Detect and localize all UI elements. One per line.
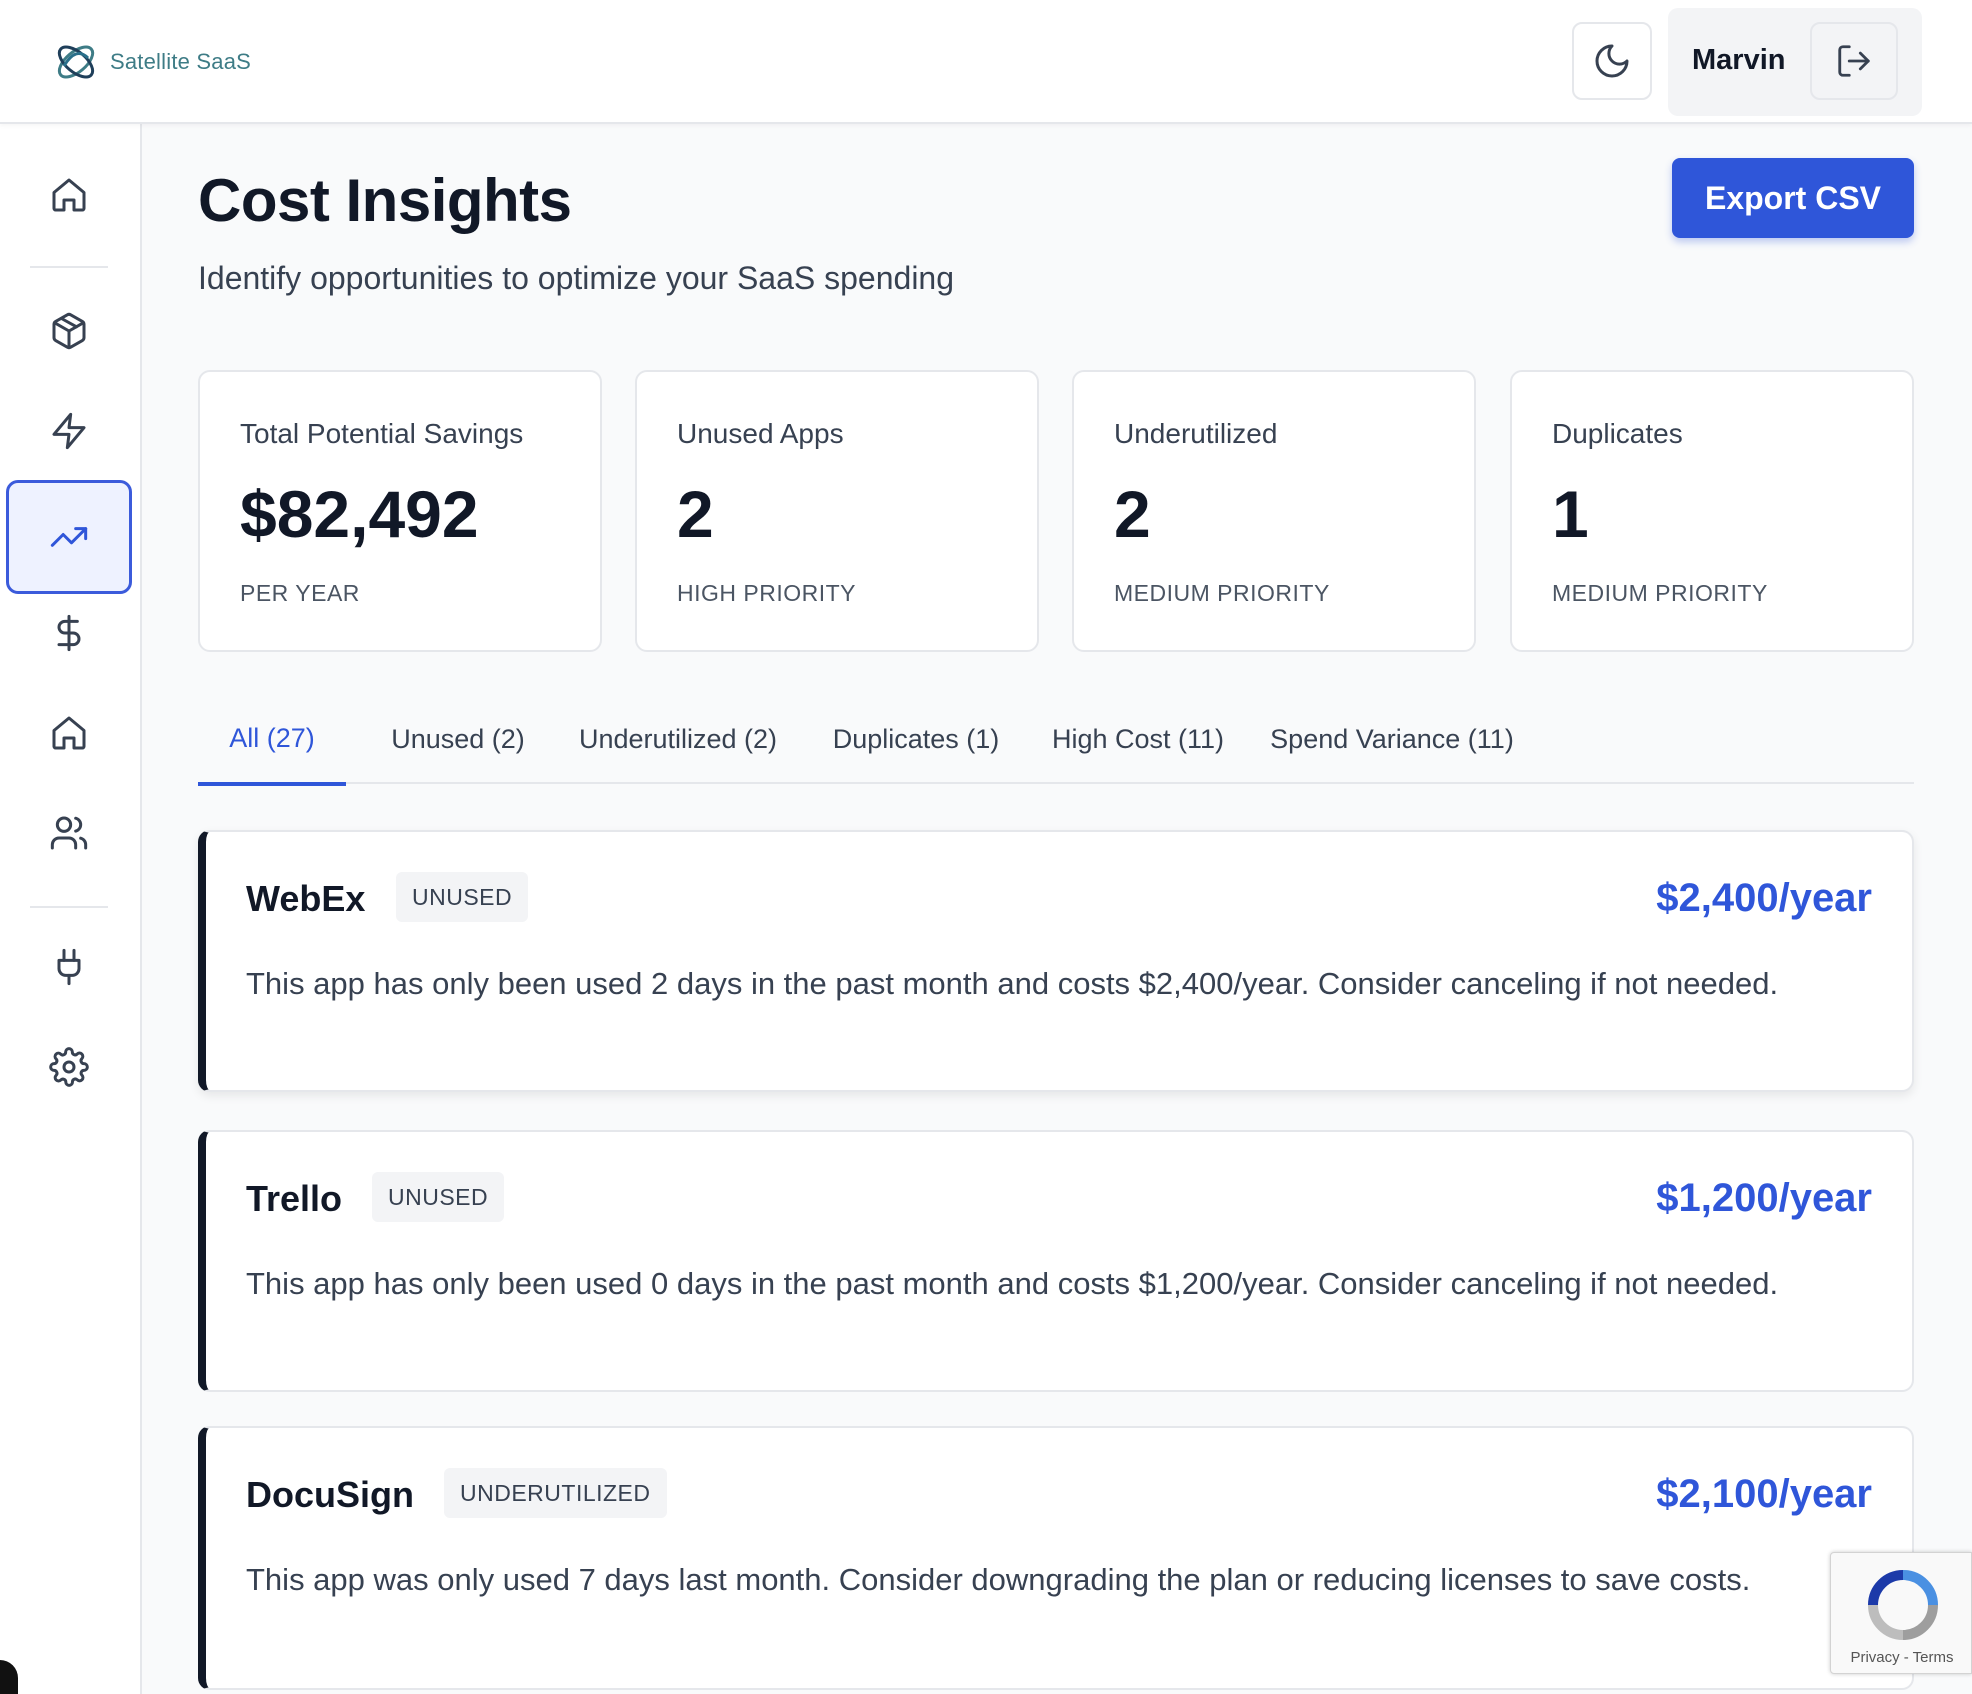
insight-cost: $2,400/year [1656, 876, 1872, 920]
sidebar-divider [30, 906, 108, 908]
sidebar-item-apps[interactable] [6, 290, 132, 372]
logout-icon [1838, 45, 1870, 77]
stat-label: Total Potential Savings [240, 418, 524, 449]
stat-sub: MEDIUM PRIORITY [1552, 580, 1768, 606]
logout-button[interactable] [1810, 22, 1898, 100]
lightning-icon [52, 412, 86, 450]
stat-label: Duplicates [1552, 418, 1683, 449]
satellite-logo-icon [57, 45, 95, 79]
main-content: Cost Insights Identify opportunities to … [142, 124, 1972, 1694]
tab-unused[interactable]: Unused (2) [391, 723, 525, 754]
stat-card-unused-apps: Unused Apps 2 HIGH PRIORITY [635, 370, 1039, 652]
theme-toggle-button[interactable] [1572, 22, 1652, 100]
sidebar-item-integrations[interactable] [6, 926, 132, 1008]
stat-card-duplicates: Duplicates 1 MEDIUM PRIORITY [1510, 370, 1914, 652]
user-menu: Marvin [1668, 8, 1922, 116]
window-corner [0, 1660, 18, 1694]
dollar-icon [57, 614, 81, 652]
insight-cost: $2,100/year [1656, 1472, 1872, 1516]
sidebar-item-home-2[interactable] [6, 692, 132, 774]
insight-card[interactable]: WebEx UNUSED $2,400/year This app has on… [198, 830, 1914, 1092]
insight-app-name: DocuSign [246, 1474, 414, 1515]
insight-app-name: Trello [246, 1178, 343, 1219]
stat-value: 1 [1552, 477, 1589, 551]
page-title: Cost Insights [198, 167, 572, 234]
recaptcha-links[interactable]: Privacy - Terms [1850, 1649, 1954, 1666]
brand-name: Satellite SaaS [110, 49, 251, 74]
sidebar-item-cost-insights[interactable] [6, 480, 132, 594]
tab-high-cost[interactable]: High Cost (11) [1051, 723, 1225, 754]
stat-card-total-savings: Total Potential Savings $82,492 PER YEAR [198, 370, 602, 652]
insight-badge: UNUSED [372, 1172, 505, 1222]
stat-sub: HIGH PRIORITY [677, 580, 857, 606]
stat-value: $82,492 [240, 477, 479, 551]
tab-duplicates[interactable]: Duplicates (1) [832, 723, 1000, 754]
sidebar-item-users[interactable] [6, 792, 132, 874]
recaptcha-badge[interactable]: Privacy - Terms [1830, 1552, 1972, 1674]
stat-value: 2 [1114, 477, 1151, 551]
brand-logo[interactable]: Satellite SaaS [50, 36, 251, 88]
sidebar [0, 124, 142, 1694]
trending-up-icon [50, 527, 88, 547]
sidebar-item-activity[interactable] [6, 390, 132, 472]
insight-card[interactable]: DocuSign UNDERUTILIZED $2,100/year This … [198, 1426, 1914, 1690]
filter-tabs: All (27) Unused (2) Underutilized (2) Du… [198, 694, 1914, 786]
stat-sub: PER YEAR [240, 580, 360, 606]
plug-icon [57, 948, 81, 986]
insight-cost: $1,200/year [1656, 1176, 1872, 1220]
stat-label: Underutilized [1114, 418, 1278, 449]
gear-icon [49, 1047, 89, 1087]
page-subtitle: Identify opportunities to optimize your … [198, 260, 955, 296]
insight-app-name: WebEx [246, 878, 366, 919]
tab-all[interactable]: All (27) [198, 694, 346, 786]
insight-badge: UNUSED [396, 872, 529, 922]
tab-underutilized[interactable]: Underutilized (2) [578, 723, 778, 754]
stat-label: Unused Apps [677, 418, 844, 449]
stat-value: 2 [677, 477, 714, 551]
home-icon [52, 178, 86, 212]
package-icon [52, 312, 86, 350]
sidebar-divider [30, 266, 108, 268]
insight-card[interactable]: Trello UNUSED $1,200/year This app has o… [198, 1130, 1914, 1392]
recaptcha-icon [1868, 1570, 1938, 1640]
moon-icon [1595, 44, 1629, 78]
tab-spend-variance[interactable]: Spend Variance (11) [1270, 723, 1514, 754]
sidebar-item-settings[interactable] [6, 1026, 132, 1108]
sidebar-item-home[interactable] [6, 154, 132, 236]
sidebar-item-spend[interactable] [6, 592, 132, 674]
home-icon [52, 716, 86, 750]
insight-description: This app was only used 7 days last month… [246, 1562, 1751, 1597]
users-icon [50, 816, 88, 850]
insight-badge: UNDERUTILIZED [444, 1468, 667, 1518]
insight-description: This app has only been used 0 days in th… [246, 1266, 1779, 1301]
user-name: Marvin [1692, 44, 1786, 76]
stat-sub: MEDIUM PRIORITY [1114, 580, 1330, 606]
insight-description: This app has only been used 2 days in th… [246, 966, 1779, 1001]
top-bar: Satellite SaaS Marvin [0, 0, 1972, 124]
stat-card-underutilized: Underutilized 2 MEDIUM PRIORITY [1072, 370, 1476, 652]
export-csv-button[interactable]: Export CSV [1672, 158, 1914, 238]
